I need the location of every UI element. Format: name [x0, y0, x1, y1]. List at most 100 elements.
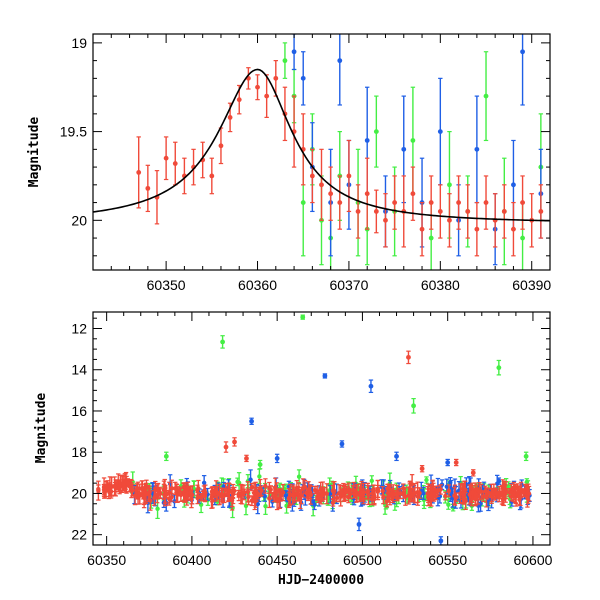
bottom-blue-outlier [339, 440, 345, 448]
bottom-red-outlier [419, 465, 425, 473]
bottom-green-point [296, 469, 302, 485]
bottom-red-point [365, 482, 371, 499]
bottom-red-point [101, 483, 107, 496]
bottom-y-tick-label: 20 [71, 485, 87, 501]
top-red-point [209, 157, 215, 195]
top-red-point [383, 193, 388, 248]
top-red-point [492, 193, 498, 248]
bottom-red-outlier [406, 350, 411, 365]
bottom-x-tick-label: 60600 [513, 552, 552, 568]
bottom-red-point [209, 486, 215, 497]
top-y-tick-label: 19.5 [60, 124, 87, 140]
bottom-blue-outlier [356, 517, 362, 532]
bottom-red-point [202, 489, 208, 503]
bottom-axis-ticks: 60350 60400 60450 60500 60550 60600 12 14 16 18 20… [71, 312, 553, 568]
bottom-x-tick-label: 60550 [428, 552, 467, 568]
bottom-light-curve-panel: 60350 60400 60450 60500 60550 60600 12 14 16 18 20… [34, 311, 553, 588]
bottom-green-outlier [300, 314, 306, 320]
bottom-y-axis-title: Magnitude [34, 393, 49, 464]
bottom-red-point [125, 478, 130, 488]
top-red-point [437, 184, 443, 239]
bottom-red-point [112, 481, 118, 493]
bottom-plot-frame [92, 311, 551, 546]
top-red-point [511, 201, 516, 257]
bottom-red-point [296, 482, 302, 499]
top-y-axis-title: Magnitude [27, 117, 42, 188]
bottom-red-point [446, 484, 452, 498]
top-x-tick-label: 60350 [147, 277, 186, 293]
top-red-point [136, 136, 142, 209]
top-axis-ticks: 60350 60360 60370 60380 60390 19 19.5 20 [60, 34, 551, 293]
bottom-red-point [334, 493, 339, 503]
bottom-green-point [424, 476, 429, 484]
bottom-green-outlier [163, 451, 169, 462]
top-red-point [200, 141, 206, 179]
bottom-green-outlier [220, 335, 225, 349]
bottom-x-tick-label: 60500 [343, 552, 382, 568]
top-red-point [465, 184, 471, 239]
bottom-red-point [375, 484, 381, 499]
bottom-red-point [239, 484, 245, 505]
bottom-red-point [361, 488, 367, 497]
bottom-red-point [263, 478, 268, 494]
bottom-red-point [526, 485, 532, 502]
bottom-red-point [137, 483, 142, 505]
bottom-red-point [330, 484, 336, 497]
top-red-point [373, 189, 379, 234]
top-blue-point [474, 95, 480, 204]
top-green-point [282, 42, 288, 79]
bottom-red-point [521, 488, 526, 498]
top-x-tick-label: 60390 [512, 277, 551, 293]
bottom-red-point [145, 484, 151, 503]
top-blue-point [520, 34, 525, 106]
top-red-point [218, 127, 224, 165]
top-data-layer [136, 34, 544, 270]
bottom-green-outlier [257, 459, 263, 470]
top-red-point [346, 139, 352, 213]
top-red-point [337, 175, 343, 230]
top-red-point [447, 193, 452, 248]
top-red-point [264, 74, 270, 118]
top-red-point [392, 175, 398, 230]
top-green-point [373, 95, 379, 168]
bottom-data-layer [96, 314, 532, 545]
bottom-red-point [267, 488, 272, 509]
bottom-red-point [318, 495, 324, 505]
bottom-red-point [330, 498, 336, 507]
bottom-red-point [140, 480, 145, 498]
bottom-blue-outlier [368, 379, 374, 394]
bottom-red-point [223, 482, 228, 498]
top-light-curve-panel: 60350 60360 60370 60380 60390 19 19.5 20 Magnit… [27, 33, 551, 293]
bottom-red-point [460, 484, 466, 504]
top-blue-point [437, 77, 443, 186]
top-red-point [145, 164, 151, 213]
bottom-red-outlier [453, 458, 459, 467]
bottom-y-tick-label: 22 [71, 527, 87, 543]
bottom-blue-outlier [249, 417, 254, 425]
top-x-tick-label: 60380 [421, 277, 460, 293]
bottom-red-point [350, 485, 356, 496]
bottom-red-point [246, 488, 251, 506]
top-blue-point [337, 34, 343, 106]
bottom-y-tick-label: 16 [71, 403, 87, 419]
bottom-blue-outlier [445, 458, 451, 467]
top-red-point [456, 175, 461, 230]
bottom-red-point [403, 487, 408, 506]
bottom-red-point [357, 487, 362, 503]
bottom-red-point [407, 483, 413, 497]
bottom-blue-outlier [496, 477, 502, 485]
top-red-point [319, 148, 324, 221]
bottom-red-point [341, 488, 347, 503]
bottom-red-outlier [470, 469, 476, 477]
top-red-point [419, 201, 425, 257]
bottom-red-point [107, 483, 113, 495]
top-red-point [291, 95, 297, 168]
top-red-point [520, 175, 525, 230]
bottom-y-tick-label: 12 [71, 320, 87, 336]
bottom-red-point [219, 489, 225, 504]
bottom-blue-outlier [274, 453, 280, 464]
bottom-red-point [454, 492, 459, 502]
bottom-red-point [369, 493, 375, 506]
bottom-red-point [306, 488, 311, 502]
